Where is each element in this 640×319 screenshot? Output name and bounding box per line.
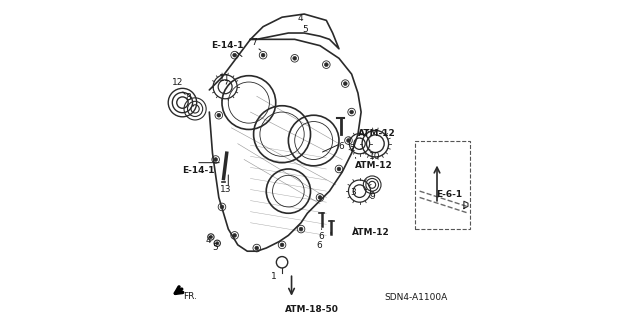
- Text: ATM-12: ATM-12: [355, 161, 392, 170]
- Text: 4: 4: [205, 236, 211, 245]
- Text: 3: 3: [350, 188, 356, 197]
- Circle shape: [220, 205, 224, 209]
- Text: E-14-1: E-14-1: [182, 166, 214, 175]
- Text: 8: 8: [186, 93, 191, 102]
- Text: 9: 9: [369, 192, 375, 201]
- Text: 7: 7: [251, 38, 257, 47]
- Circle shape: [255, 246, 259, 250]
- Circle shape: [318, 196, 322, 199]
- Circle shape: [299, 227, 303, 231]
- Text: 10: 10: [369, 152, 381, 161]
- Circle shape: [293, 56, 296, 60]
- Text: 6: 6: [338, 142, 344, 151]
- Text: E-14-1: E-14-1: [211, 41, 243, 50]
- Circle shape: [349, 110, 353, 114]
- Text: SDN4-A1100A: SDN4-A1100A: [384, 293, 447, 301]
- Circle shape: [347, 139, 350, 142]
- Circle shape: [216, 242, 219, 245]
- Text: ATM-12: ATM-12: [358, 129, 396, 138]
- Circle shape: [214, 158, 218, 161]
- Text: ATM-18-50: ATM-18-50: [285, 305, 339, 314]
- Circle shape: [337, 167, 341, 171]
- Circle shape: [209, 235, 212, 239]
- Circle shape: [261, 53, 265, 57]
- Circle shape: [324, 63, 328, 67]
- Circle shape: [280, 243, 284, 247]
- Text: 12: 12: [172, 78, 184, 86]
- Circle shape: [217, 113, 221, 117]
- Circle shape: [344, 82, 347, 85]
- Text: 13: 13: [220, 185, 232, 194]
- Circle shape: [233, 234, 237, 237]
- Text: 5: 5: [212, 243, 218, 252]
- Text: 2: 2: [349, 144, 355, 153]
- Text: E-6-1: E-6-1: [436, 190, 462, 199]
- Text: 5: 5: [303, 25, 308, 34]
- Text: 11: 11: [219, 74, 230, 83]
- Text: FR.: FR.: [184, 292, 197, 300]
- Circle shape: [233, 53, 237, 57]
- Text: 6: 6: [319, 232, 324, 241]
- Text: 4: 4: [298, 14, 303, 23]
- Text: 1: 1: [271, 272, 276, 281]
- Text: 6: 6: [316, 241, 322, 250]
- Text: ATM-12: ATM-12: [351, 228, 389, 237]
